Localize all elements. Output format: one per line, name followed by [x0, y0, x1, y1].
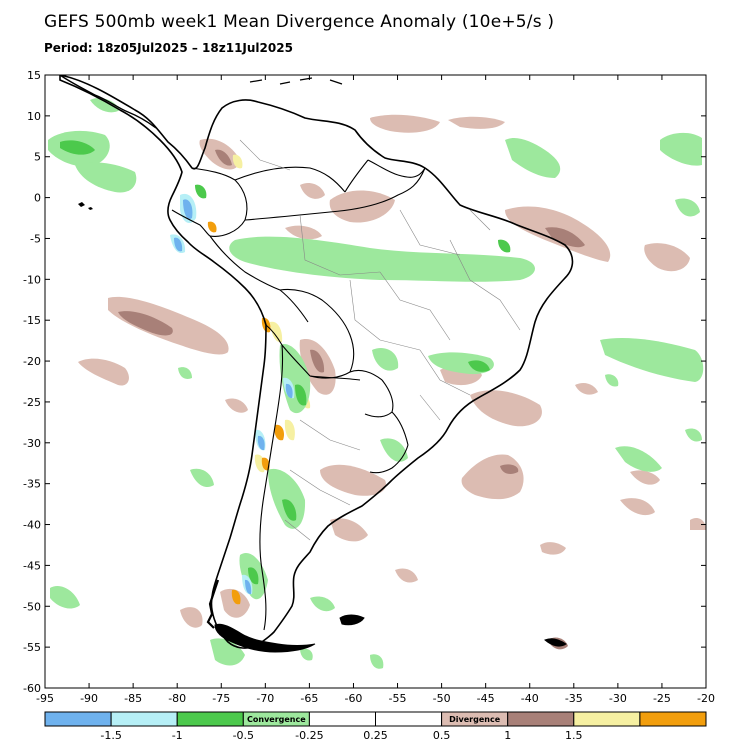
galapagos	[78, 202, 93, 210]
plot-frame	[44, 74, 707, 689]
caribbean-islands	[249, 77, 343, 85]
south-america-coastline	[59, 75, 574, 649]
lon-tick-label: -20	[697, 692, 715, 705]
divergence-label: Divergence	[449, 715, 501, 724]
colorbar-swatch	[507, 711, 575, 727]
lon-tick-label: -80	[168, 692, 186, 705]
colorbar-tick-label: 0.5	[433, 729, 451, 742]
border-argentina-chile	[259, 344, 284, 631]
convergence-patches	[48, 98, 704, 669]
lat-tick-label: 10	[27, 110, 41, 123]
divergence-strong-patches	[232, 154, 311, 473]
lat-tick-label: -25	[23, 396, 41, 409]
lon-tick-label: -95	[36, 692, 54, 705]
south-georgia	[544, 638, 567, 647]
border-bolivia-chile	[281, 344, 311, 377]
border-argentina-bolivia	[309, 375, 361, 381]
border-colombia	[191, 167, 248, 237]
lon-tick-label: -75	[212, 692, 230, 705]
lon-tick-label: -70	[256, 692, 274, 705]
latitude-axis: 15 10 5 0 -5 -10 -15 -20 -25 -30 -35 -40 -45 -50 -55 -6…	[23, 69, 706, 695]
border-bolivia	[279, 288, 355, 379]
lat-tick-label: -60	[23, 682, 41, 695]
lat-tick-label: -45	[23, 559, 41, 572]
colorbar-swatch	[44, 711, 112, 727]
lat-tick-label: -35	[23, 478, 41, 491]
lon-tick-label: -90	[80, 692, 98, 705]
border-venezuela	[234, 166, 346, 193]
lon-tick-label: -45	[477, 692, 495, 705]
tierra-del-fuego	[214, 623, 316, 653]
border-peru-chile	[265, 324, 283, 346]
lat-tick-label: -55	[23, 641, 41, 654]
chile-archipelago	[206, 579, 220, 629]
lat-tick-label: 15	[27, 69, 41, 82]
falkland-islands	[339, 614, 365, 626]
lon-tick-label: -40	[521, 692, 539, 705]
border-argentina-brazil	[391, 411, 409, 446]
lat-tick-label: -30	[23, 437, 41, 450]
border-ecuador	[171, 209, 211, 237]
lon-tick-label: -50	[433, 692, 451, 705]
longitude-axis: -95 -90 -85 -80 -75 -70 -65 -60 -55 -50 -45 -40 -35 -…	[36, 75, 715, 705]
colorbar-swatch	[176, 711, 244, 727]
state-borders	[239, 139, 521, 541]
lon-tick-label: -60	[344, 692, 362, 705]
lat-tick-label: -20	[23, 355, 41, 368]
anomaly-field-layer	[48, 98, 706, 669]
divergence-patches	[78, 114, 706, 628]
lat-tick-label: 5	[34, 151, 41, 164]
lon-tick-label: -30	[609, 692, 627, 705]
colorbar-swatch	[573, 711, 641, 727]
convergence-extreme-patches	[174, 199, 293, 595]
colorbar-swatch	[639, 711, 707, 727]
colorbar-tick-label: -1.5	[100, 729, 121, 742]
border-peru-brazil	[209, 235, 309, 323]
border-fguiana	[397, 167, 426, 178]
convergence-medium-patches	[60, 140, 511, 585]
colorbar-tick-label: 1	[504, 729, 511, 742]
colorbar-tick-label: 1.5	[565, 729, 583, 742]
colorbar-tick-label: 0.25	[363, 729, 388, 742]
colorbar-swatch	[375, 711, 443, 727]
colorbar-tick-label: -1	[172, 729, 183, 742]
divergence-extreme-patches	[207, 221, 303, 605]
lat-tick-label: -40	[23, 519, 41, 532]
central-america	[59, 75, 157, 129]
border-suriname	[367, 159, 399, 176]
border-paraguay	[349, 369, 394, 418]
country-borders	[171, 159, 426, 631]
convergence-label: Convergence	[247, 715, 306, 724]
lon-tick-label: -65	[300, 692, 318, 705]
coastline-layer	[59, 75, 574, 653]
lat-tick-label: -5	[30, 232, 41, 245]
border-brazil-north	[244, 167, 426, 221]
lon-tick-label: -25	[653, 692, 671, 705]
lat-tick-label: -15	[23, 314, 41, 327]
lon-tick-label: -85	[124, 692, 142, 705]
colorbar-tick-label: -0.25	[295, 729, 323, 742]
map-title: GEFS 500mb week1 Mean Divergence Anomaly…	[44, 12, 555, 32]
border-guyana	[344, 159, 369, 193]
border-uruguay	[369, 444, 409, 474]
lat-tick-label: -10	[23, 273, 41, 286]
period-label: Period: 18z05Jul2025 – 18z11Jul2025	[44, 41, 293, 55]
colorbar: -1.5 -1 -0.5 -0.25 0.25 0.5 1 1.5 Convergence Div…	[44, 711, 707, 742]
lon-tick-label: -35	[565, 692, 583, 705]
colorbar-swatch	[110, 711, 178, 727]
lat-tick-label: -50	[23, 600, 41, 613]
colorbar-swatch	[308, 711, 376, 727]
lon-tick-label: -55	[389, 692, 407, 705]
lat-tick-label: 0	[34, 192, 41, 205]
colorbar-tick-label: -0.5	[233, 729, 254, 742]
